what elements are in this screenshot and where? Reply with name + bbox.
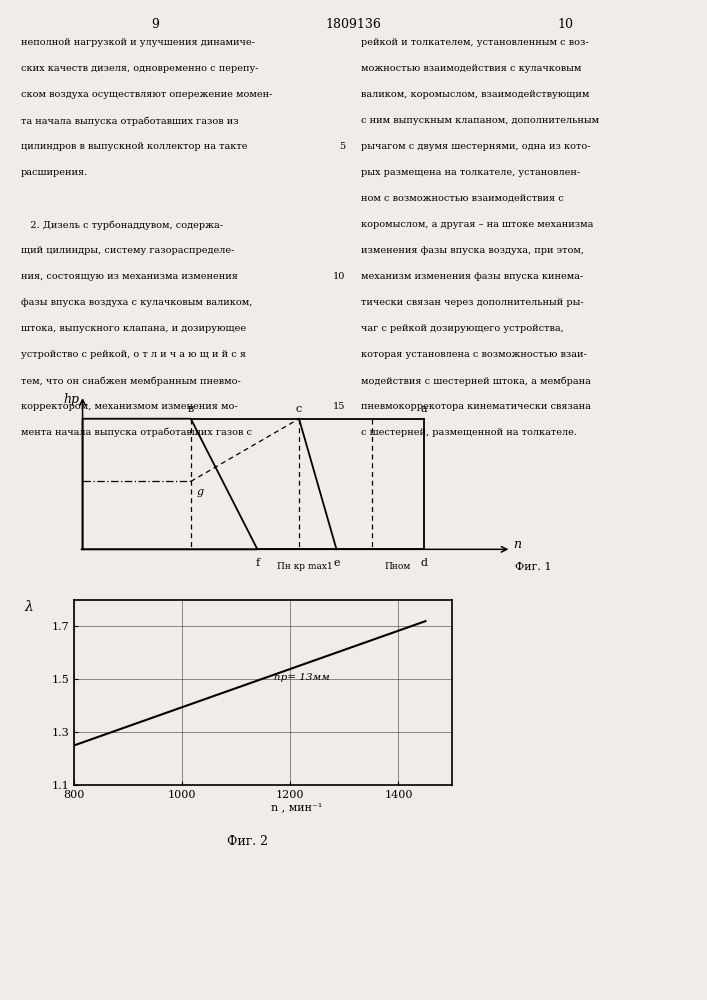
- Text: 5: 5: [339, 142, 345, 151]
- Text: d: d: [421, 558, 428, 568]
- Text: Фиг. 2: Фиг. 2: [227, 835, 268, 848]
- Text: ном с возможностью взаимодействия с: ном с возможностью взаимодействия с: [361, 194, 563, 203]
- Text: Пн кр max1: Пн кр max1: [277, 562, 333, 571]
- Text: цилиндров в выпускной коллектор на такте: цилиндров в выпускной коллектор на такте: [21, 142, 247, 151]
- Text: та начала выпуска отработавших газов из: та начала выпуска отработавших газов из: [21, 116, 239, 125]
- Text: с ним выпускным клапаном, дополнительным: с ним выпускным клапаном, дополнительным: [361, 116, 599, 125]
- Text: корректором, механизмом изменения мо-: корректором, механизмом изменения мо-: [21, 402, 238, 411]
- Text: изменения фазы впуска воздуха, при этом,: изменения фазы впуска воздуха, при этом,: [361, 246, 583, 255]
- Text: Пном: Пном: [385, 562, 411, 571]
- Text: n: n: [513, 538, 521, 551]
- Text: расширения.: расширения.: [21, 168, 88, 177]
- Text: ния, состоящую из механизма изменения: ния, состоящую из механизма изменения: [21, 272, 238, 281]
- Text: щий цилиндры, систему газораспределе-: щий цилиндры, систему газораспределе-: [21, 246, 235, 255]
- Text: 2. Дизель с турбонаддувом, содержа-: 2. Дизель с турбонаддувом, содержа-: [21, 220, 223, 230]
- Text: 10: 10: [332, 272, 345, 281]
- Text: рых размещена на толкателе, установлен-: рых размещена на толкателе, установлен-: [361, 168, 580, 177]
- Text: n , мин⁻¹: n , мин⁻¹: [271, 802, 322, 812]
- Text: 9: 9: [151, 18, 160, 31]
- Text: f: f: [255, 558, 259, 568]
- Text: ском воздуха осуществляют опережение момен-: ском воздуха осуществляют опережение мом…: [21, 90, 273, 99]
- Text: ских качеств дизеля, одновременно с перепу-: ских качеств дизеля, одновременно с пере…: [21, 64, 259, 73]
- Text: с: с: [296, 404, 302, 414]
- Text: которая установлена с возможностью взаи-: которая установлена с возможностью взаи-: [361, 350, 586, 359]
- Text: неполной нагрузкой и улучшения динамиче-: неполной нагрузкой и улучшения динамиче-: [21, 38, 255, 47]
- Text: 15: 15: [332, 402, 345, 411]
- Text: λ: λ: [25, 600, 33, 614]
- Text: 10: 10: [558, 18, 573, 31]
- Text: с шестерней, размещенной на толкателе.: с шестерней, размещенной на толкателе.: [361, 428, 577, 437]
- Text: устройство с рейкой, о т л и ч а ю щ и й с я: устройство с рейкой, о т л и ч а ю щ и й…: [21, 350, 246, 359]
- Text: фазы впуска воздуха с кулачковым валиком,: фазы впуска воздуха с кулачковым валиком…: [21, 298, 252, 307]
- Text: тически связан через дополнительный ры-: тически связан через дополнительный ры-: [361, 298, 583, 307]
- Text: тем, что он снабжен мембранным пневмо-: тем, что он снабжен мембранным пневмо-: [21, 376, 241, 385]
- Text: рейкой и толкателем, установленным с воз-: рейкой и толкателем, установленным с воз…: [361, 38, 588, 47]
- Text: механизм изменения фазы впуска кинема-: механизм изменения фазы впуска кинема-: [361, 272, 583, 281]
- Text: в: в: [187, 404, 194, 414]
- Text: е: е: [333, 558, 340, 568]
- Text: а: а: [421, 404, 427, 414]
- Text: пневмокоррекотора кинематически связана: пневмокоррекотора кинематически связана: [361, 402, 590, 411]
- Text: hр: hр: [64, 393, 80, 406]
- Text: штока, выпускного клапана, и дозирующее: штока, выпускного клапана, и дозирующее: [21, 324, 246, 333]
- Text: мента начала выпуска отработавших газов с: мента начала выпуска отработавших газов …: [21, 428, 252, 437]
- Text: Фиг. 1: Фиг. 1: [515, 562, 552, 572]
- Text: можностью взаимодействия с кулачковым: можностью взаимодействия с кулачковым: [361, 64, 581, 73]
- Text: валиком, коромыслом, взаимодействующим: валиком, коромыслом, взаимодействующим: [361, 90, 589, 99]
- Text: hр= 13мм: hр= 13мм: [274, 673, 330, 682]
- Text: g: g: [197, 487, 204, 497]
- Text: чаг с рейкой дозирующего устройства,: чаг с рейкой дозирующего устройства,: [361, 324, 563, 333]
- Text: коромыслом, а другая – на штоке механизма: коромыслом, а другая – на штоке механизм…: [361, 220, 593, 229]
- Text: модействия с шестерней штока, а мембрана: модействия с шестерней штока, а мембрана: [361, 376, 590, 385]
- Text: 1809136: 1809136: [325, 18, 382, 31]
- Text: рычагом с двумя шестернями, одна из кото-: рычагом с двумя шестернями, одна из кото…: [361, 142, 590, 151]
